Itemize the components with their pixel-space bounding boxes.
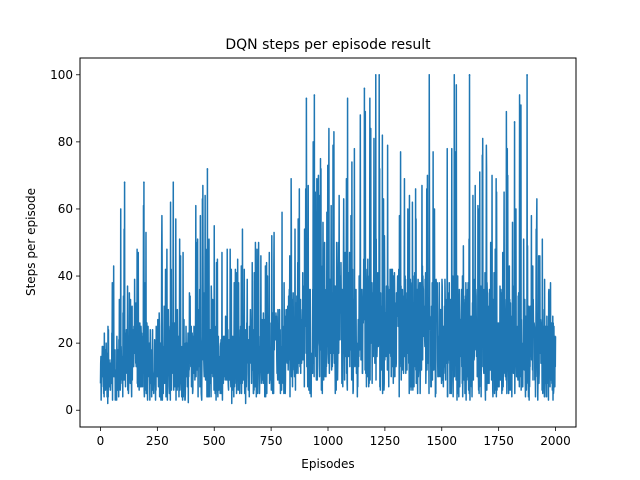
x-tick-label: 1750 [483,434,514,448]
chart-title: DQN steps per episode result [225,37,431,53]
y-tick-label: 40 [58,269,73,283]
x-tick-label: 750 [260,434,283,448]
y-tick-label: 60 [58,202,73,216]
y-tick-label: 20 [58,336,73,350]
series-line [99,74,557,405]
y-axis-label: Steps per episode [24,188,38,296]
peak-marks [123,74,528,184]
y-tick-label: 80 [58,135,73,149]
y-axis: 0 20 40 60 80 100 [50,68,80,417]
x-tick-label: 0 [97,434,105,448]
x-axis-label: Episodes [301,457,354,471]
x-tick-label: 1000 [313,434,344,448]
x-tick-label: 500 [203,434,226,448]
x-tick-label: 250 [146,434,169,448]
x-tick-label: 1500 [426,434,457,448]
x-axis: 0 250 500 750 1000 1250 1500 1750 2000 [97,427,571,448]
y-tick-label: 0 [65,403,73,417]
x-tick-label: 2000 [540,434,571,448]
y-tick-label: 100 [50,68,73,82]
x-tick-label: 1250 [370,434,401,448]
